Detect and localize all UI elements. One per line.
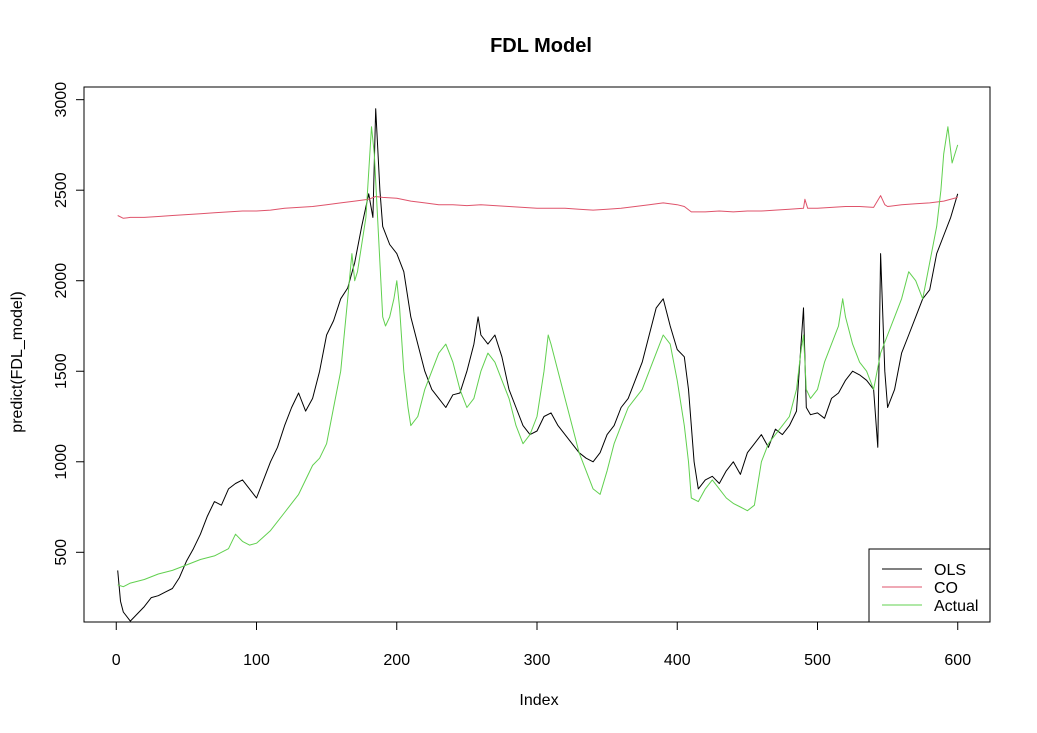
series-line-ols bbox=[117, 108, 959, 622]
y-tick-label: 1500 bbox=[53, 353, 70, 389]
y-tick-label: 2500 bbox=[53, 172, 70, 208]
x-axis: 0 100 200 300 400 500 600 bbox=[112, 621, 971, 669]
series-line-actual bbox=[117, 126, 959, 588]
plot-frame bbox=[83, 86, 991, 623]
legend-label-co: CO bbox=[934, 580, 958, 597]
x-axis-label: Index bbox=[519, 692, 558, 709]
series-lines bbox=[117, 108, 959, 622]
x-tick-label: 600 bbox=[944, 652, 971, 669]
x-tick-label: 0 bbox=[112, 652, 121, 669]
x-tick-label: 200 bbox=[383, 652, 410, 669]
y-axis: 500 1000 1500 2000 2500 3000 bbox=[53, 82, 85, 566]
x-tick-label: 100 bbox=[243, 652, 270, 669]
y-tick-label: 2000 bbox=[53, 263, 70, 299]
legend-label-actual: Actual bbox=[934, 598, 978, 615]
y-tick-label: 3000 bbox=[53, 82, 70, 118]
y-tick-label: 500 bbox=[53, 539, 70, 566]
series-line-co bbox=[117, 195, 958, 219]
chart-title: FDL Model bbox=[490, 35, 592, 57]
y-tick-label: 1000 bbox=[53, 444, 70, 480]
y-axis-label: predict(FDL_model) bbox=[9, 291, 26, 432]
x-tick-label: 300 bbox=[524, 652, 551, 669]
x-tick-label: 500 bbox=[804, 652, 831, 669]
legend-box bbox=[868, 548, 991, 623]
x-tick-label: 400 bbox=[664, 652, 691, 669]
legend-label-ols: OLS bbox=[934, 562, 966, 579]
